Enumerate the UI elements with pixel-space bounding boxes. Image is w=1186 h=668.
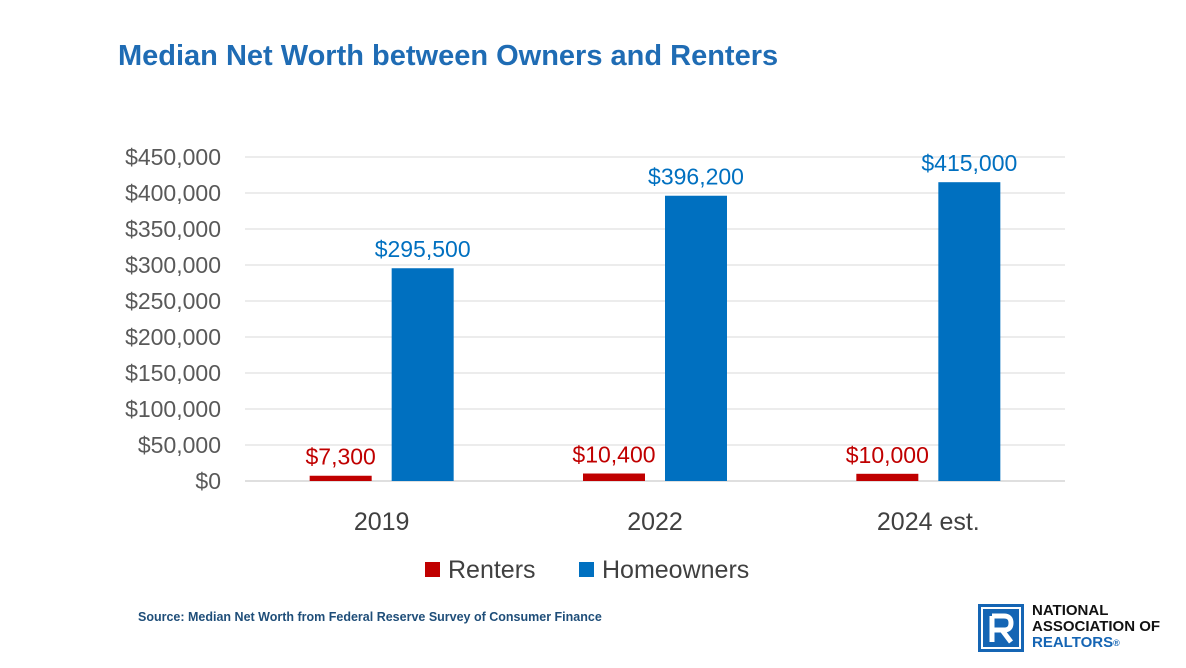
y-tick-label: $450,000 xyxy=(125,144,221,170)
chart-title: Median Net Worth between Owners and Rent… xyxy=(118,40,779,72)
y-tick-label: $200,000 xyxy=(125,324,221,350)
bar-renters xyxy=(583,473,645,481)
y-tick-label: $350,000 xyxy=(125,216,221,242)
x-tick-label: 2022 xyxy=(627,508,683,536)
source-note: Source: Median Net Worth from Federal Re… xyxy=(138,610,602,624)
logo-text: NATIONAL ASSOCIATION OF REALTORS® xyxy=(1032,602,1161,651)
y-tick-label: $250,000 xyxy=(125,288,221,314)
x-tick-label: 2024 est. xyxy=(877,508,980,536)
nar-logo: NATIONAL ASSOCIATION OF REALTORS® xyxy=(978,602,1178,656)
realtor-r-icon xyxy=(978,604,1024,652)
legend-label-homeowners: Homeowners xyxy=(602,556,749,584)
y-tick-label: $300,000 xyxy=(125,252,221,278)
bar-homeowners xyxy=(391,268,454,481)
data-label-homeowners: $295,500 xyxy=(375,236,471,262)
y-tick-label: $0 xyxy=(195,468,221,494)
bar-homeowners xyxy=(938,182,1001,481)
y-tick-label: $50,000 xyxy=(138,432,221,458)
data-label-renters: $10,400 xyxy=(572,442,655,468)
bar-renters xyxy=(856,473,919,481)
x-tick-label: 2019 xyxy=(354,508,410,536)
data-label-renters: $7,300 xyxy=(305,444,375,470)
legend-swatch-renters xyxy=(425,562,440,577)
legend-label-renters: Renters xyxy=(448,556,536,584)
bar-homeowners xyxy=(665,195,727,481)
data-label-renters: $10,000 xyxy=(846,442,929,468)
y-tick-label: $100,000 xyxy=(125,396,221,422)
bar-renters xyxy=(309,475,372,481)
y-tick-label: $150,000 xyxy=(125,360,221,386)
y-tick-label: $400,000 xyxy=(125,180,221,206)
legend-swatch-homeowners xyxy=(579,562,594,577)
data-label-homeowners: $415,000 xyxy=(921,150,1017,176)
data-label-homeowners: $396,200 xyxy=(648,164,744,190)
